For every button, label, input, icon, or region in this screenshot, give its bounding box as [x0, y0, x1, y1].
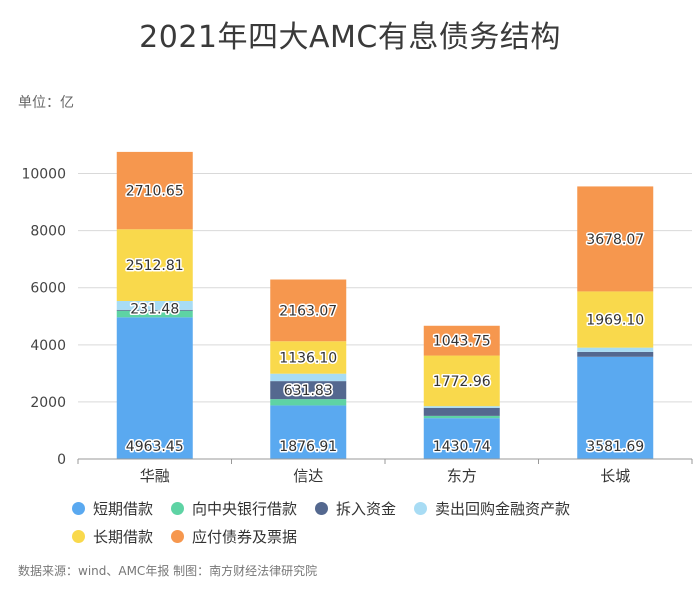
legend-label: 长期借款: [93, 527, 154, 546]
x-tick-label: 东方: [447, 467, 477, 485]
legend-marker: [414, 501, 428, 515]
legend-label: 卖出回购金融资产款: [435, 499, 571, 518]
x-tick-label: 信达: [293, 467, 323, 485]
y-tick-label: 4000: [30, 338, 66, 354]
bar-segment: [116, 310, 193, 318]
legend-label: 拆入资金: [336, 499, 397, 518]
bar-segment: [270, 405, 347, 459]
y-tick-label: 6000: [30, 281, 66, 297]
chart-legend: 短期借款 向中央银行借款 拆入资金 卖出回购金融资产款 长期借款 应付债券及票据: [72, 498, 692, 554]
legend-item: 向中央银行借款: [171, 498, 297, 519]
data-label: 231.48: [130, 302, 179, 318]
bar-segment: [423, 355, 500, 407]
bar-segment: [116, 309, 193, 311]
legend-marker: [315, 501, 329, 515]
data-label: 1136.10: [279, 350, 337, 366]
legend-marker: [171, 501, 185, 515]
data-label: 1876.91: [279, 439, 337, 455]
data-label: 2163.07: [279, 303, 337, 319]
bar-segment: [116, 301, 193, 310]
chart-title: 2021年四大AMC有息债务结构: [139, 20, 561, 55]
bar-segment: [423, 415, 500, 419]
bar-segment: [270, 381, 347, 400]
y-tick-label: 2000: [30, 395, 66, 411]
source-note: 数据来源：wind、AMC年报 制图：南方财经法律研究院: [18, 564, 318, 578]
data-label: 631.83: [284, 383, 333, 399]
legend-label: 短期借款: [93, 499, 154, 518]
y-tick-label: 8000: [30, 224, 66, 240]
bar-segment: [577, 356, 654, 459]
data-label: 1430.74: [433, 439, 491, 455]
data-label: 1772.96: [433, 374, 491, 390]
data-label: 3581.69: [586, 439, 644, 455]
bar-segment: [423, 407, 500, 416]
data-label: 1969.10: [586, 313, 644, 329]
legend-label: 应付债券及票据: [192, 527, 298, 546]
data-label: 2512.81: [126, 258, 184, 274]
bar-segment: [577, 291, 654, 348]
legend-item: 短期借款: [72, 498, 153, 519]
legend-item: 应付债券及票据: [171, 526, 297, 547]
bar-segment: [116, 229, 193, 302]
x-tick-label: 长城: [600, 467, 630, 485]
bar-segment: [116, 151, 193, 230]
legend-marker: [72, 529, 85, 543]
unit-label: 单位：亿: [18, 95, 74, 111]
y-tick-label: 10000: [21, 167, 66, 183]
legend-label: 向中央银行借款: [192, 499, 298, 518]
data-label: 2710.65: [126, 184, 184, 200]
bar-segment: [270, 279, 347, 342]
legend-item: 长期借款: [72, 526, 153, 547]
legend-marker: [171, 529, 185, 543]
y-tick-label: 0: [57, 452, 66, 468]
bar-segment: [577, 186, 654, 292]
legend-item: 拆入资金: [315, 498, 396, 519]
bar-segment: [270, 399, 347, 406]
bar-segment: [270, 341, 347, 374]
bar-segment: [577, 351, 654, 357]
bar-segment: [423, 406, 500, 408]
bar-segment: [577, 347, 654, 352]
bar-segment: [423, 418, 500, 459]
x-tick-label: 华融: [140, 467, 170, 485]
legend-marker: [72, 501, 85, 515]
data-label: 1043.75: [433, 334, 491, 350]
legend-item: 卖出回购金融资产款: [414, 498, 570, 519]
bar-segment: [270, 373, 347, 382]
data-label: 3678.07: [586, 232, 644, 248]
bar-segment: [423, 325, 500, 356]
bar-segment: [116, 317, 193, 459]
data-label: 4963.45: [126, 439, 184, 455]
